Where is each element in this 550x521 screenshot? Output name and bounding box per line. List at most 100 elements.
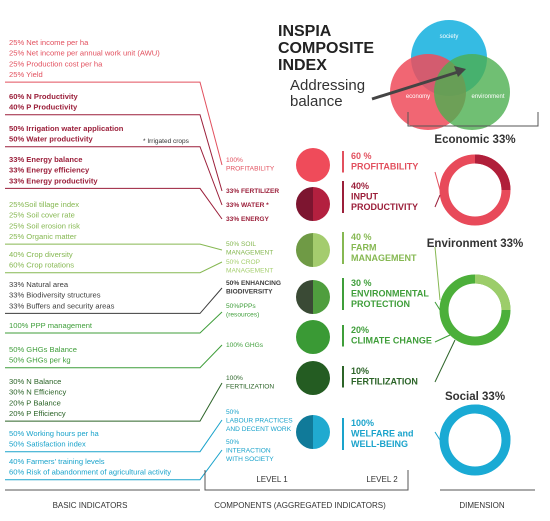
component-level2: FARM	[351, 243, 377, 253]
dimension-connector	[434, 301, 441, 311]
component-circle	[296, 148, 313, 182]
component-level1: 100%	[226, 157, 243, 164]
component-level1: BIODIVERSITY	[226, 289, 273, 296]
connector	[5, 287, 223, 314]
dimension-connector	[434, 339, 456, 383]
venn-environment	[434, 54, 510, 130]
component-level1: 50% ENHANCING	[226, 280, 281, 287]
component-circle	[296, 320, 313, 354]
level2-bar	[342, 151, 344, 173]
basic-indicator: 25% Net income per ha	[9, 38, 89, 47]
component-level2: 10%	[351, 366, 369, 376]
connector	[5, 311, 223, 334]
basic-indicator: 33% Energy efficiency	[9, 166, 90, 175]
component-circle	[296, 233, 313, 267]
component-circle	[313, 415, 330, 449]
dimension-connector	[434, 334, 451, 343]
connector	[5, 243, 223, 251]
basic-indicator: 50% GHGs Balance	[9, 345, 77, 354]
component-level2: 100%	[351, 418, 374, 428]
connector	[5, 187, 223, 220]
connector	[5, 261, 223, 274]
component-level1: 100% GHGs	[226, 342, 264, 349]
component-circle	[313, 280, 330, 314]
component-level2: INPUT	[351, 192, 379, 202]
component-level2: ENVIRONMENTAL	[351, 289, 429, 299]
basic-indicator: 50% GHGs per kg	[9, 356, 71, 365]
venn-bracket	[407, 112, 539, 127]
dimension-connector	[434, 431, 441, 441]
basic-indicator: 60% N Productivity	[9, 92, 79, 101]
component-circle	[296, 187, 313, 221]
component-level1: PROFITABILITY	[226, 166, 275, 173]
venn-label: economy	[406, 94, 430, 100]
basic-indicator: 30% N Efficiency	[9, 388, 66, 397]
basic-indicator: 25% Soil cover rate	[9, 211, 75, 220]
basic-indicator: 100% PPP management	[9, 321, 93, 330]
component-circle	[296, 280, 313, 314]
component-level2: FERTILIZATION	[351, 377, 418, 387]
basic-indicator: 20% P Balance	[9, 398, 61, 407]
basic-indicator: 20% P Efficiency	[9, 409, 66, 418]
dimension-label: Social 33%	[445, 391, 505, 403]
level2-bar	[342, 366, 344, 388]
connector	[5, 114, 223, 192]
component-level1: LABOUR PRACTICES	[226, 418, 293, 425]
component-level1: 33% ENERGY	[226, 216, 269, 223]
component-level1: 33% WATER *	[226, 202, 269, 209]
basic-indicator: 50% Irrigation water application	[9, 124, 124, 133]
component-level1: 100%	[226, 375, 243, 382]
component-level2: 40%	[351, 181, 369, 191]
component-circle	[313, 320, 330, 354]
connector	[5, 344, 223, 369]
component-level1: 50%PPPs	[226, 303, 256, 310]
component-circle	[313, 233, 330, 267]
basic-indicator: 33% Buffers and security areas	[9, 301, 115, 310]
level2-bar	[342, 232, 344, 264]
component-level2: PROTECTION	[351, 299, 410, 309]
footer-label: LEVEL 1	[256, 475, 288, 484]
basic-indicator: 40% P Productivity	[9, 103, 78, 112]
basic-indicator: 40% Crop diversity	[9, 250, 73, 259]
component-circle	[313, 148, 330, 182]
connector	[5, 146, 223, 206]
footer-label: COMPONENTS (AGGREGATED INDICATORS)	[214, 501, 386, 510]
component-level1: MANAGEMENT	[226, 250, 273, 257]
component-level1: 50% SOIL	[226, 241, 256, 248]
level2-bar	[342, 278, 344, 310]
subtitle: Addressing	[290, 77, 365, 94]
basic-indicator: 33% Natural area	[9, 280, 69, 289]
component-level1: 33% FERTILIZER	[226, 188, 279, 195]
basic-indicator: 30% N Balance	[9, 377, 61, 386]
component-circle	[313, 361, 330, 395]
component-level1: WITH SOCIETY	[226, 456, 274, 463]
basic-indicator: 25% Yield	[9, 70, 43, 79]
component-level1: 50%	[226, 409, 239, 416]
component-level1: INTERACTION	[226, 448, 271, 455]
component-level2: WELL-BEING	[351, 439, 408, 449]
component-level2: PROFITABILITY	[351, 162, 418, 172]
basic-indicator: 25% Soil erosion risk	[9, 221, 80, 230]
title: COMPOSITE	[278, 40, 374, 57]
connector	[5, 419, 223, 453]
component-level2: WELFARE and	[351, 429, 414, 439]
component-level1: 50% CROP	[226, 259, 261, 266]
dimension-ring-part	[474, 154, 511, 191]
arrow	[371, 70, 459, 101]
dimension-connector	[434, 171, 441, 191]
connector	[5, 81, 223, 166]
connector	[5, 382, 223, 422]
venn-label: environment	[471, 94, 504, 100]
arrow-head	[454, 66, 466, 77]
component-level2: 60 %	[351, 151, 372, 161]
basic-indicator: 33% Energy productivity	[9, 176, 98, 185]
level2-bar	[342, 325, 344, 347]
basic-indicator: 33% Biodiversity structures	[9, 291, 101, 300]
dimension-connector	[434, 246, 441, 301]
component-level1: MANAGEMENT	[226, 268, 273, 275]
component-circle	[296, 361, 313, 395]
dimension-ring-part	[474, 404, 511, 441]
basic-indicator: 25% Organic matter	[9, 232, 77, 241]
component-level2: 40 %	[351, 232, 372, 242]
